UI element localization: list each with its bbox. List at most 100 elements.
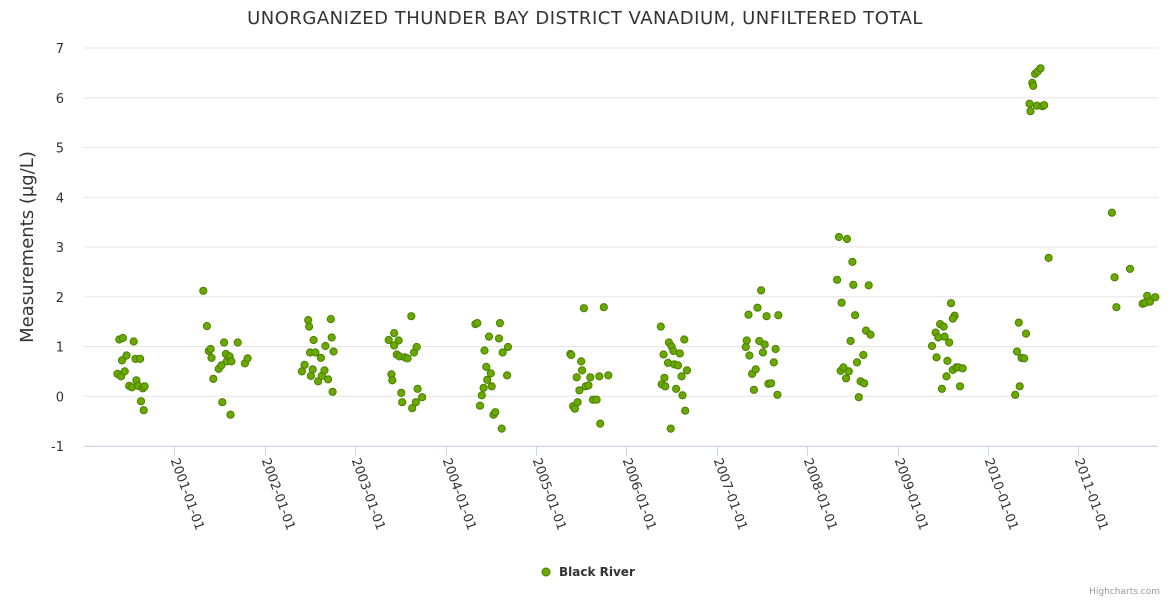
data-point[interactable] [407, 312, 416, 321]
data-point[interactable] [661, 382, 670, 391]
data-point[interactable] [129, 337, 138, 346]
data-point[interactable] [206, 344, 215, 354]
data-point[interactable] [491, 408, 500, 417]
data-point[interactable] [326, 315, 335, 324]
data-point[interactable] [403, 354, 412, 363]
data-point[interactable] [767, 379, 776, 388]
data-point[interactable] [394, 336, 403, 345]
data-point[interactable] [1110, 273, 1119, 282]
data-point[interactable] [760, 340, 769, 349]
data-point[interactable] [233, 338, 242, 347]
data-point[interactable] [1025, 99, 1034, 108]
data-point[interactable] [329, 347, 338, 356]
legend-marker-icon[interactable] [541, 567, 551, 577]
data-point[interactable] [413, 384, 422, 393]
data-point[interactable] [486, 369, 495, 378]
data-point[interactable] [579, 304, 589, 313]
data-point[interactable] [1014, 318, 1023, 327]
data-point[interactable] [226, 410, 235, 419]
data-point[interactable] [390, 341, 399, 350]
data-point[interactable] [1015, 382, 1024, 391]
data-point[interactable] [120, 367, 129, 376]
data-point[interactable] [753, 303, 762, 312]
data-point[interactable] [575, 386, 584, 395]
data-point[interactable] [839, 363, 848, 372]
data-point[interactable] [659, 350, 668, 359]
data-point[interactable] [848, 257, 857, 266]
data-point[interactable] [408, 404, 417, 413]
data-point[interactable] [758, 348, 768, 357]
data-point[interactable] [308, 365, 317, 374]
data-point[interactable] [595, 372, 604, 381]
data-point[interactable] [762, 312, 771, 321]
data-point[interactable] [833, 275, 842, 284]
data-point[interactable] [1029, 81, 1038, 90]
data-point[interactable] [1107, 208, 1117, 217]
data-point[interactable] [321, 341, 330, 351]
data-point[interactable] [1112, 303, 1121, 312]
data-point[interactable] [243, 354, 252, 363]
data-point[interactable] [854, 393, 863, 402]
data-point[interactable] [300, 360, 309, 369]
data-point[interactable] [955, 382, 965, 391]
data-point[interactable] [749, 385, 759, 394]
data-point[interactable] [844, 367, 853, 376]
data-point[interactable] [577, 357, 586, 366]
data-point[interactable] [484, 332, 494, 341]
data-point[interactable] [1125, 264, 1135, 273]
data-point[interactable] [864, 281, 873, 290]
data-point[interactable] [1012, 347, 1022, 356]
data-point[interactable] [680, 335, 689, 344]
data-point[interactable] [118, 333, 128, 343]
data-point[interactable] [477, 391, 486, 400]
data-point[interactable] [497, 424, 506, 433]
data-point[interactable] [604, 371, 613, 380]
data-point[interactable] [866, 330, 875, 339]
data-point[interactable] [742, 336, 751, 345]
data-point[interactable] [681, 406, 690, 415]
data-point[interactable] [309, 335, 318, 345]
data-point[interactable] [572, 373, 581, 382]
data-point[interactable] [932, 353, 941, 362]
data-point[interactable] [769, 358, 778, 367]
data-point[interactable] [584, 381, 593, 390]
data-point[interactable] [682, 366, 692, 375]
data-point[interactable] [136, 354, 145, 363]
data-point[interactable] [1020, 354, 1029, 363]
data-point[interactable] [411, 398, 420, 407]
data-point[interactable] [483, 375, 492, 384]
data-point[interactable] [859, 350, 868, 360]
data-point[interactable] [503, 371, 512, 380]
data-point[interactable] [946, 299, 956, 308]
data-point[interactable] [678, 391, 687, 400]
data-point[interactable] [227, 357, 236, 366]
data-point[interactable] [757, 286, 766, 295]
data-point[interactable] [846, 336, 855, 346]
data-point[interactable] [388, 376, 397, 385]
data-point[interactable] [480, 346, 489, 355]
data-point[interactable] [320, 366, 329, 375]
legend-label[interactable]: Black River [559, 565, 635, 579]
data-point[interactable] [494, 334, 504, 343]
data-point[interactable] [1044, 253, 1053, 262]
data-point[interactable] [940, 332, 949, 341]
data-point[interactable] [937, 384, 947, 393]
data-point[interactable] [567, 350, 576, 360]
data-point[interactable] [656, 322, 665, 331]
data-point[interactable] [327, 333, 336, 342]
data-point[interactable] [592, 395, 601, 404]
data-point[interactable] [666, 424, 675, 433]
data-point[interactable] [202, 322, 211, 331]
data-point[interactable] [958, 364, 967, 373]
data-point[interactable] [487, 382, 496, 391]
data-point[interactable] [495, 319, 504, 328]
data-point[interactable] [473, 319, 482, 328]
data-point[interactable] [837, 298, 846, 307]
data-point[interactable] [773, 390, 782, 399]
data-point[interactable] [677, 372, 686, 381]
data-point[interactable] [672, 384, 681, 393]
data-point[interactable] [1021, 329, 1031, 338]
data-point[interactable] [852, 358, 862, 367]
data-point[interactable] [117, 356, 127, 365]
data-point[interactable] [1026, 107, 1035, 116]
